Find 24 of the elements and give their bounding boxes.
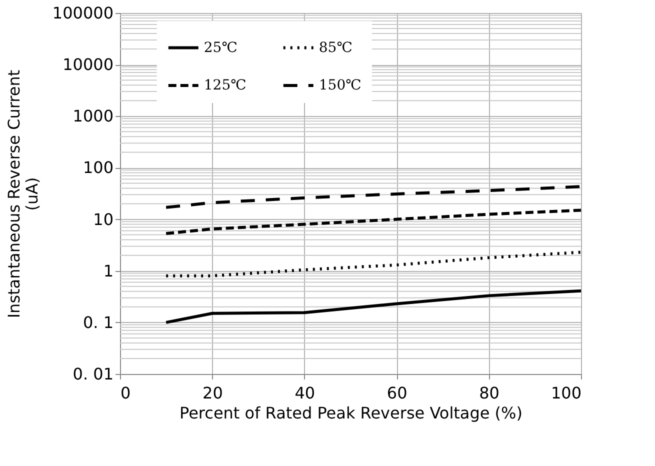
- line-series: [164, 289, 582, 324]
- y-tick-label: 1: [103, 261, 114, 280]
- x-tick-label: 60: [386, 384, 408, 402]
- line-series: [164, 185, 582, 209]
- x-tick-label: 20: [202, 384, 223, 402]
- legend-label: 25℃: [204, 40, 238, 56]
- y-tick-label: 10000: [62, 55, 114, 74]
- y-tick-label: 1000: [72, 106, 114, 126]
- x-tick-label: 80: [479, 384, 500, 402]
- line-series: [164, 250, 582, 278]
- x-axis-title: Percent of Rated Peak Reverse Voltage (%): [180, 404, 522, 422]
- y-tick-label: 0. 1: [82, 312, 114, 332]
- legend-label: 85℃: [318, 40, 352, 56]
- legend-label: 150℃: [318, 78, 362, 94]
- legend-label: 125℃: [204, 78, 246, 94]
- x-tick-label: 0: [120, 384, 131, 402]
- x-tick-label: 40: [294, 384, 316, 402]
- x-tick-label: 100: [550, 384, 582, 402]
- y-tick-label: 0. 01: [72, 364, 114, 384]
- y-tick-label: 100: [82, 158, 114, 178]
- y-tick-label: 100000: [52, 4, 114, 22]
- y-axis-title: Instantaneous Reverse Current (uA): [4, 70, 42, 318]
- line-series: [164, 208, 582, 236]
- y-tick-label: 10: [93, 210, 114, 229]
